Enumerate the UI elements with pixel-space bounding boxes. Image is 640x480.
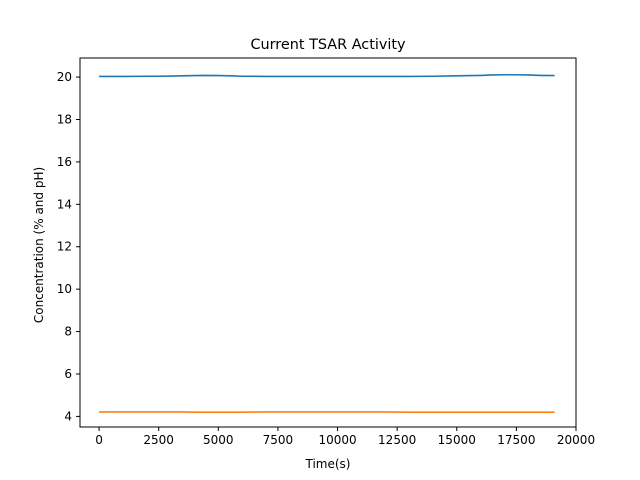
x-tick-label: 15000: [438, 433, 476, 447]
y-tick-label: 8: [64, 325, 72, 339]
x-tick-label: 5000: [203, 433, 234, 447]
axes-frame: [79, 57, 577, 428]
x-tick-label: 17500: [497, 433, 535, 447]
series-line-0: [99, 73, 555, 78]
x-axis: 0 2500 5000 7500 10000 12500 15000 17500 20000: [95, 427, 595, 447]
x-tick-label: 7500: [263, 433, 294, 447]
y-axis-label: Concentration (% and pH): [32, 167, 46, 323]
x-axis-label: Time(s): [305, 457, 351, 471]
y-tick-label: 6: [64, 367, 72, 381]
chart-title: Current TSAR Activity: [250, 37, 406, 53]
x-tick-label: 2500: [143, 433, 174, 447]
y-tick-label: 16: [57, 155, 72, 169]
y-tick-label: 12: [57, 240, 72, 254]
y-tick-label: 4: [64, 409, 72, 423]
x-tick-label: 20000: [557, 433, 595, 447]
y-tick-label: 14: [57, 197, 72, 211]
x-tick-label: 0: [95, 433, 103, 447]
y-tick-label: 18: [57, 113, 72, 127]
y-tick-label: 10: [57, 282, 72, 296]
y-axis: 4 6 8 10 12 14 16 18 20: [57, 70, 80, 423]
plot-area: [99, 73, 555, 413]
x-tick-label: 10000: [318, 433, 356, 447]
x-tick-label: 12500: [378, 433, 416, 447]
y-tick-label: 20: [57, 70, 72, 84]
